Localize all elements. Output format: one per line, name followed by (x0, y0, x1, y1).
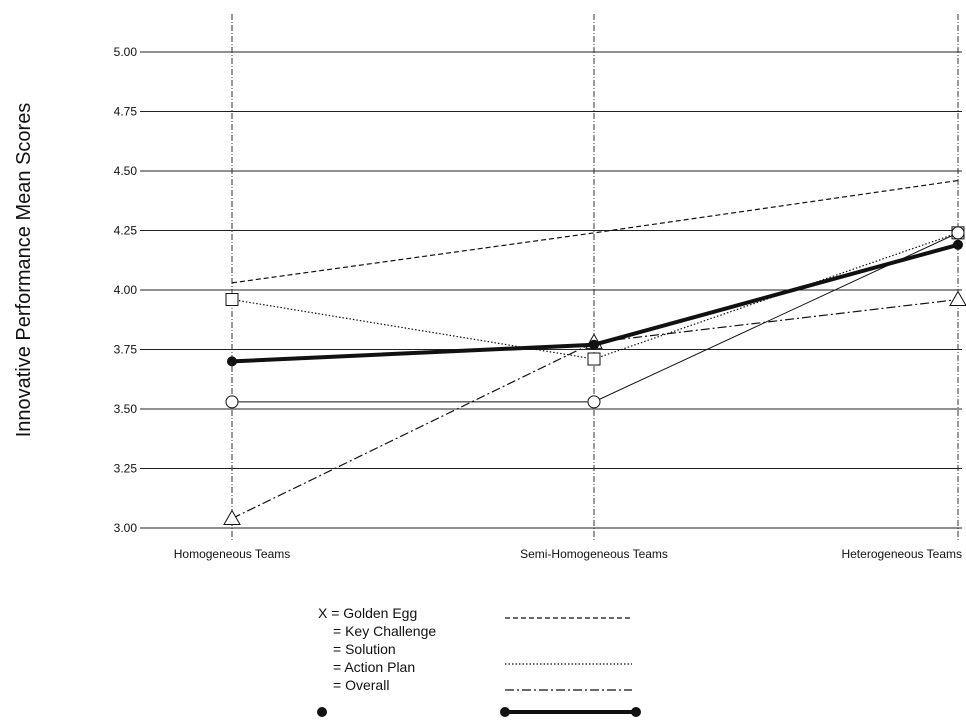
data-point-overall (227, 356, 237, 367)
data-point-solution (225, 293, 239, 307)
x-tick-label: Homogeneous Teams (174, 547, 291, 561)
series-line-solution (231, 232, 959, 360)
data-point-key-challenge (587, 395, 601, 409)
legend-prefix: X = (318, 605, 339, 621)
legend-marker-overall (500, 707, 510, 717)
series-line-action-plan (231, 298, 959, 520)
y-tick-label: 4.50 (114, 164, 138, 178)
data-point-action-plan (949, 290, 966, 307)
legend-series-name: Action Plan (344, 659, 415, 675)
x-axis-ticks: Homogeneous Teams Semi-Homogeneous Teams H… (174, 547, 962, 561)
data-point-key-challenge (951, 226, 965, 240)
legend-label: = Overall (333, 677, 389, 693)
data-point-key-challenge (225, 395, 239, 409)
y-tick-label: 4.25 (114, 224, 138, 238)
y-tick-label: 3.25 (114, 462, 138, 476)
legend-series-name: Solution (345, 641, 396, 657)
y-tick-label: 3.50 (114, 402, 138, 416)
legend-series-name: Golden Egg (343, 605, 417, 621)
y-axis-label: Innovative Performance Mean Scores (13, 103, 35, 438)
legend: X = Golden Egg= Key Challenge= Solution=… (317, 605, 641, 717)
x-tick-label: Semi-Homogeneous Teams (520, 547, 668, 561)
legend-label: = Solution (333, 641, 396, 657)
data-point-solution (587, 352, 601, 366)
legend-label: = Key Challenge (333, 623, 436, 639)
y-axis-ticks: 3.00 3.25 3.50 3.75 4.00 4.25 4.50 4.75 5.00 (114, 45, 138, 535)
series (223, 179, 966, 525)
legend-prefix: = (333, 659, 341, 675)
y-tick-label: 3.75 (114, 343, 138, 357)
series-line-golden-egg (231, 179, 959, 284)
data-point-overall (589, 339, 599, 350)
y-tick-label: 5.00 (114, 45, 138, 59)
x-tick-label: Heterogeneous Teams (841, 547, 962, 561)
legend-marker-overall (317, 707, 327, 717)
y-tick-label: 4.00 (114, 283, 138, 297)
series-line-key-challenge (232, 232, 959, 403)
data-point-overall (953, 239, 963, 250)
legend-label: X = Golden Egg (318, 605, 417, 621)
legend-prefix: = (333, 623, 341, 639)
grid (140, 14, 962, 540)
legend-series-name: Key Challenge (345, 623, 436, 639)
data-point-action-plan (223, 509, 241, 525)
y-tick-label: 4.75 (114, 105, 138, 119)
y-tick-label: 3.00 (114, 521, 138, 535)
legend-prefix: = (333, 677, 341, 693)
legend-prefix: = (333, 641, 341, 657)
legend-label: = Action Plan (333, 659, 415, 675)
legend-marker-overall (631, 707, 641, 717)
legend-series-name: Overall (345, 677, 389, 693)
